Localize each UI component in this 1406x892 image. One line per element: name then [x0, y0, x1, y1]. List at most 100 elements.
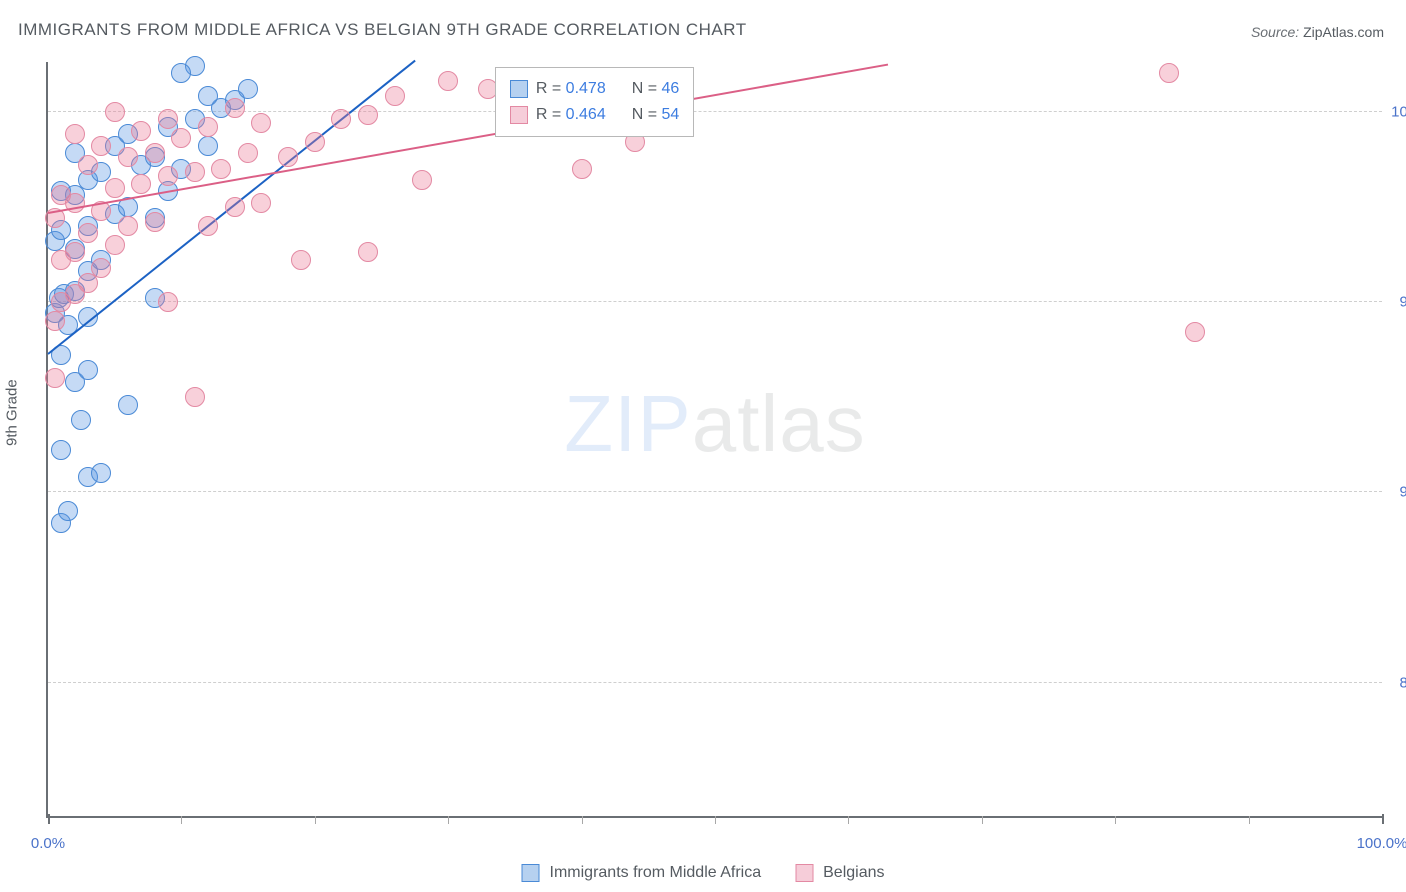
x-tick: [982, 816, 983, 824]
x-tick: [1249, 816, 1250, 824]
watermark-rest: atlas: [692, 379, 866, 468]
data-point: [91, 258, 111, 278]
data-point: [238, 143, 258, 163]
x-tick: [582, 816, 583, 824]
gridline: [48, 111, 1382, 112]
data-point: [198, 216, 218, 236]
legend-label: Immigrants from Middle Africa: [550, 864, 762, 882]
x-tick: [181, 816, 182, 824]
legend-label: Belgians: [823, 864, 884, 882]
chart-plot-area: ZIPatlas 85.0%90.0%95.0%100.0%0.0%100.0%…: [46, 62, 1382, 818]
data-point: [412, 170, 432, 190]
data-point: [105, 235, 125, 255]
source-value: ZipAtlas.com: [1303, 24, 1384, 40]
data-point: [131, 174, 151, 194]
chart-title: IMMIGRANTS FROM MIDDLE AFRICA VS BELGIAN…: [18, 20, 747, 40]
x-tick: [448, 816, 449, 824]
data-point: [251, 193, 271, 213]
data-point: [158, 109, 178, 129]
data-point: [65, 242, 85, 262]
legend-n-value: N = 54: [632, 106, 680, 124]
x-tick-label: 100.0%: [1357, 835, 1406, 852]
x-tick: [715, 816, 716, 824]
legend-r-value: R = 0.478: [536, 80, 606, 98]
data-point: [78, 360, 98, 380]
gridline: [48, 682, 1382, 683]
legend-item-middle-africa: Immigrants from Middle Africa: [522, 864, 762, 882]
data-point: [278, 147, 298, 167]
data-point: [145, 143, 165, 163]
data-point: [251, 113, 271, 133]
data-point: [45, 368, 65, 388]
y-tick-label: 95.0%: [1387, 293, 1406, 310]
data-point: [1185, 322, 1205, 342]
legend-stats-box: R = 0.478 N = 46 R = 0.464 N = 54: [495, 67, 694, 137]
data-point: [171, 128, 191, 148]
legend-stats-row: R = 0.478 N = 46: [510, 76, 679, 102]
data-point: [572, 159, 592, 179]
data-point: [91, 136, 111, 156]
data-point: [65, 124, 85, 144]
data-point: [105, 102, 125, 122]
x-tick: [848, 816, 849, 824]
x-tick-label: 0.0%: [31, 835, 65, 852]
x-tick-major: [1382, 814, 1384, 824]
data-point: [291, 250, 311, 270]
legend-stats-row: R = 0.464 N = 54: [510, 102, 679, 128]
data-point: [225, 197, 245, 217]
data-point: [238, 79, 258, 99]
legend-swatch-icon: [522, 864, 540, 882]
legend-swatch-icon: [795, 864, 813, 882]
data-point: [198, 86, 218, 106]
data-point: [45, 311, 65, 331]
data-point: [358, 105, 378, 125]
legend-bottom: Immigrants from Middle Africa Belgians: [522, 864, 885, 882]
data-point: [331, 109, 351, 129]
gridline: [48, 301, 1382, 302]
data-point: [185, 162, 205, 182]
gridline: [48, 491, 1382, 492]
data-point: [305, 132, 325, 152]
x-tick-major: [48, 814, 50, 824]
data-point: [71, 410, 91, 430]
y-tick-label: 85.0%: [1387, 674, 1406, 691]
data-point: [158, 166, 178, 186]
legend-r-value: R = 0.464: [536, 106, 606, 124]
y-tick-label: 90.0%: [1387, 484, 1406, 501]
data-point: [145, 212, 165, 232]
data-point: [78, 155, 98, 175]
data-point: [105, 178, 125, 198]
data-point: [118, 395, 138, 415]
watermark-zip: ZIP: [564, 379, 691, 468]
data-point: [58, 501, 78, 521]
data-point: [1159, 63, 1179, 83]
data-point: [198, 117, 218, 137]
data-point: [385, 86, 405, 106]
data-point: [358, 242, 378, 262]
x-tick: [1115, 816, 1116, 824]
data-point: [438, 71, 458, 91]
source-label: Source:: [1251, 24, 1299, 40]
data-point: [185, 387, 205, 407]
legend-swatch-icon: [510, 80, 528, 98]
chart-source: Source: ZipAtlas.com: [1251, 24, 1384, 40]
y-tick-label: 100.0%: [1387, 103, 1406, 120]
legend-n-value: N = 46: [632, 80, 680, 98]
data-point: [51, 185, 71, 205]
data-point: [158, 292, 178, 312]
data-point: [211, 159, 231, 179]
data-point: [225, 98, 245, 118]
y-axis-title: 9th Grade: [4, 379, 21, 446]
x-tick: [315, 816, 316, 824]
data-point: [118, 147, 138, 167]
data-point: [51, 440, 71, 460]
data-point: [78, 223, 98, 243]
legend-swatch-icon: [510, 106, 528, 124]
legend-item-belgians: Belgians: [795, 864, 884, 882]
data-point: [91, 463, 111, 483]
data-point: [131, 121, 151, 141]
watermark: ZIPatlas: [564, 378, 865, 470]
data-point: [118, 216, 138, 236]
data-point: [171, 63, 191, 83]
data-point: [198, 136, 218, 156]
